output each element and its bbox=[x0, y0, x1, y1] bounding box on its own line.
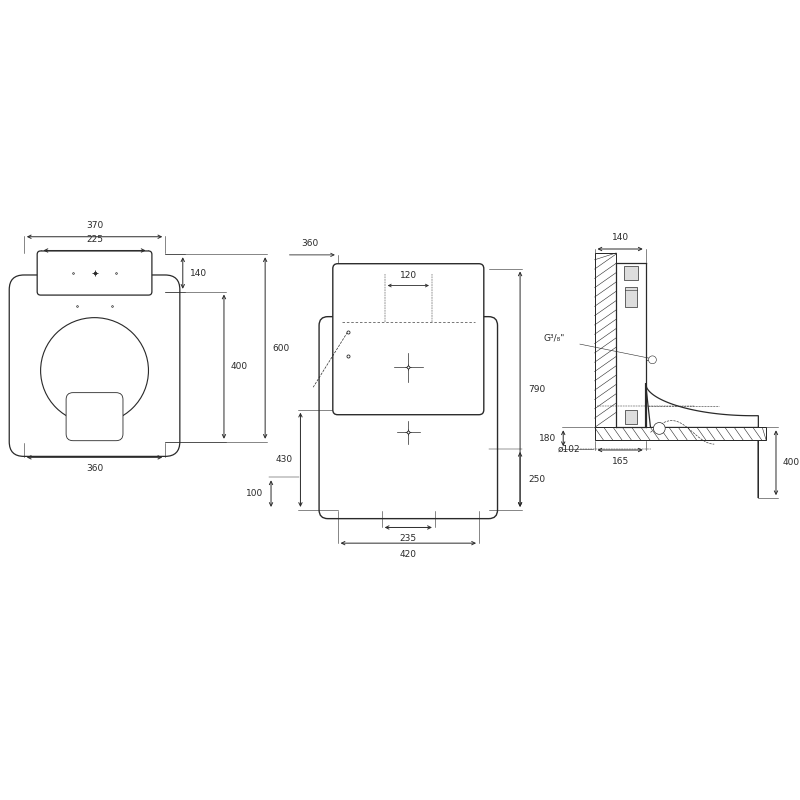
Text: 250: 250 bbox=[528, 475, 545, 484]
Ellipse shape bbox=[41, 318, 149, 423]
Text: 360: 360 bbox=[86, 464, 103, 474]
Text: 140: 140 bbox=[611, 233, 629, 242]
Text: 370: 370 bbox=[86, 221, 103, 230]
Text: 100: 100 bbox=[246, 489, 263, 498]
FancyBboxPatch shape bbox=[10, 275, 180, 456]
Polygon shape bbox=[646, 383, 758, 498]
Text: 225: 225 bbox=[86, 234, 103, 244]
Circle shape bbox=[654, 422, 665, 434]
Text: ø102: ø102 bbox=[558, 445, 580, 454]
Bar bbox=[624, 266, 638, 280]
FancyBboxPatch shape bbox=[319, 317, 498, 518]
Text: 165: 165 bbox=[611, 457, 629, 466]
Bar bbox=[625, 410, 637, 423]
FancyBboxPatch shape bbox=[66, 393, 123, 441]
Text: 120: 120 bbox=[400, 270, 417, 280]
Polygon shape bbox=[594, 427, 766, 440]
Text: 140: 140 bbox=[190, 269, 206, 278]
Text: 420: 420 bbox=[400, 550, 417, 559]
Text: 360: 360 bbox=[302, 239, 319, 248]
Text: G³/₈": G³/₈" bbox=[544, 333, 565, 342]
Polygon shape bbox=[594, 253, 616, 427]
Text: 400: 400 bbox=[783, 458, 800, 467]
Circle shape bbox=[649, 356, 656, 364]
Text: 180: 180 bbox=[539, 434, 556, 442]
FancyBboxPatch shape bbox=[37, 251, 152, 295]
Text: 235: 235 bbox=[400, 534, 417, 543]
Text: 790: 790 bbox=[528, 385, 545, 394]
Text: 400: 400 bbox=[231, 362, 248, 371]
Bar bbox=[625, 287, 637, 307]
Text: 600: 600 bbox=[272, 343, 290, 353]
FancyBboxPatch shape bbox=[333, 264, 484, 414]
Text: 430: 430 bbox=[275, 455, 293, 464]
